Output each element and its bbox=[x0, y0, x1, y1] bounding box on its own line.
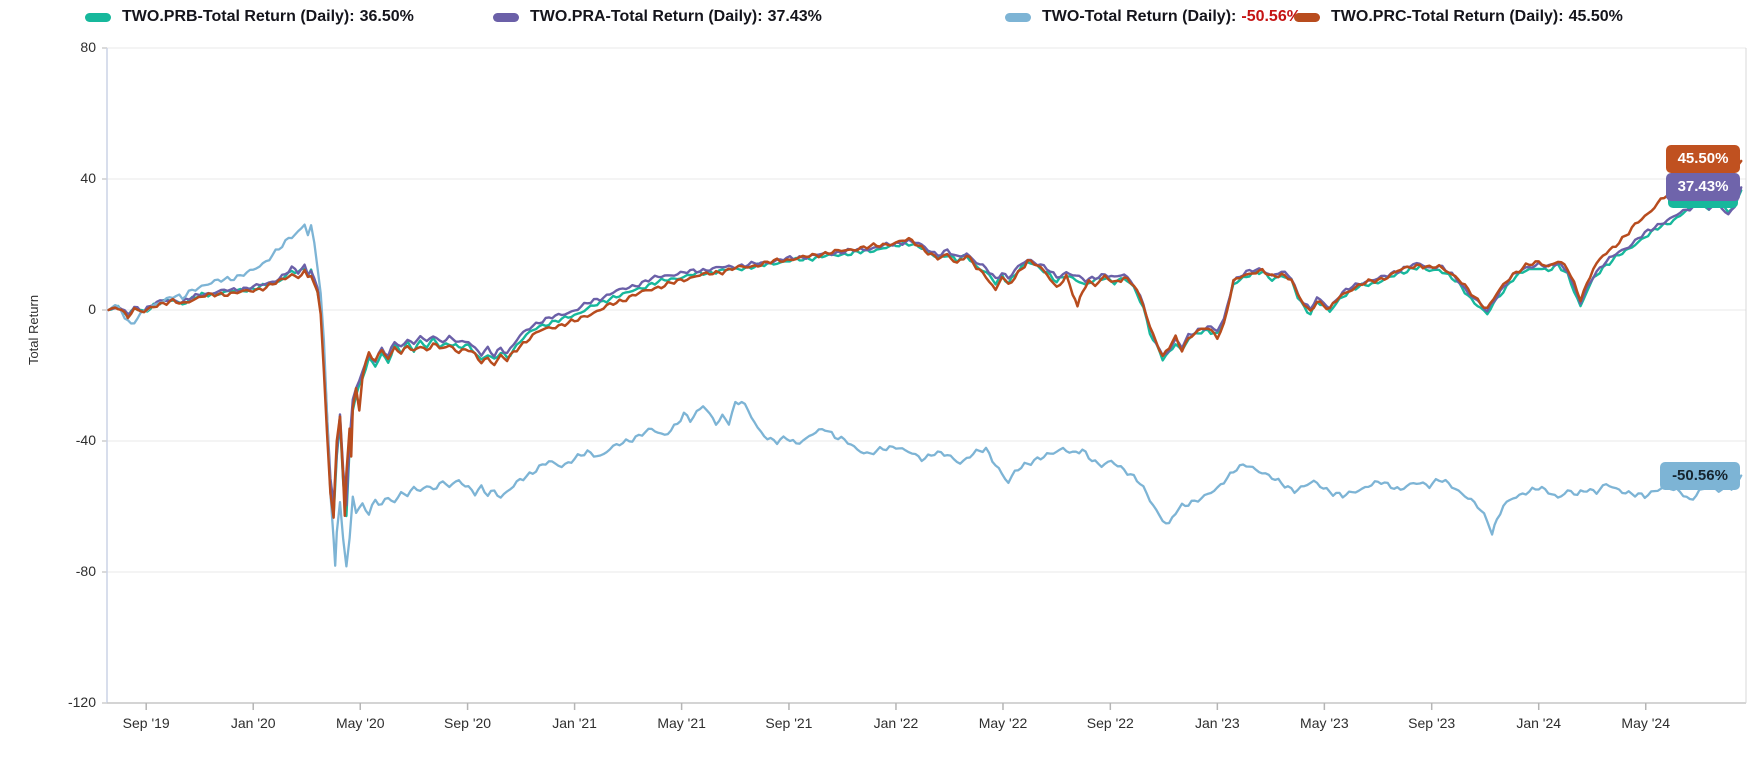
legend-item-two-pra[interactable]: TWO.PRA-Total Return (Daily): 37.43% bbox=[493, 4, 822, 30]
y-tick-label: -120 bbox=[67, 694, 96, 710]
y-tick-label: 0 bbox=[88, 301, 96, 317]
series-line-two-prb[interactable] bbox=[107, 189, 1743, 518]
x-tick-label: Jan '22 bbox=[873, 715, 919, 731]
series-line-two[interactable] bbox=[107, 223, 1743, 568]
x-tick-label: May '24 bbox=[1621, 715, 1671, 731]
x-tick-label: Sep '19 bbox=[122, 715, 170, 731]
legend-label: TWO.PRA-Total Return (Daily): bbox=[530, 8, 763, 25]
legend-item-two[interactable]: TWO-Total Return (Daily): -50.56% bbox=[1005, 4, 1301, 30]
chart-area[interactable]: Total Return 45.50% 36.50% 37.43% -50.56… bbox=[0, 34, 1758, 765]
y-tick-label: 40 bbox=[80, 170, 96, 186]
legend-value: 45.50% bbox=[1568, 8, 1623, 25]
legend-value: 36.50% bbox=[359, 8, 414, 25]
series-color-swatch-icon bbox=[493, 12, 519, 22]
x-tick-label: Sep '20 bbox=[444, 715, 492, 731]
legend-value: -50.56% bbox=[1241, 8, 1301, 25]
y-tick-label: -40 bbox=[75, 432, 96, 448]
legend-value: 37.43% bbox=[767, 8, 822, 25]
x-tick-label: Jan '23 bbox=[1194, 715, 1240, 731]
series-color-swatch-icon bbox=[1294, 12, 1320, 22]
end-value-badge-two-prc: 45.50% bbox=[1666, 144, 1740, 173]
series-line-two-prc[interactable] bbox=[107, 159, 1743, 519]
x-tick-label: Sep '23 bbox=[1408, 715, 1456, 731]
y-tick-label: -80 bbox=[75, 563, 96, 579]
x-tick-label: May '20 bbox=[335, 715, 385, 731]
x-tick-label: May '23 bbox=[1300, 715, 1349, 731]
legend-item-two-prb[interactable]: TWO.PRB-Total Return (Daily): 36.50% bbox=[85, 4, 414, 30]
y-tick-label: 80 bbox=[80, 39, 96, 55]
x-tick-label: Sep '22 bbox=[1086, 715, 1134, 731]
x-tick-label: May '22 bbox=[978, 715, 1028, 731]
legend-label: TWO.PRC-Total Return (Daily): bbox=[1331, 8, 1564, 25]
x-tick-label: Jan '20 bbox=[230, 715, 276, 731]
legend-item-two-prc[interactable]: TWO.PRC-Total Return (Daily): 45.50% bbox=[1294, 4, 1623, 30]
end-value-badge-two: -50.56% bbox=[1660, 461, 1740, 490]
end-value-badge-two-pra: 37.43% bbox=[1666, 173, 1740, 202]
x-tick-label: May '21 bbox=[657, 715, 706, 731]
legend-label: TWO-Total Return (Daily): bbox=[1042, 8, 1237, 25]
x-tick-label: Sep '21 bbox=[765, 715, 813, 731]
series-color-swatch-icon bbox=[85, 12, 111, 22]
x-tick-label: Jan '24 bbox=[1516, 715, 1562, 731]
x-tick-label: Jan '21 bbox=[552, 715, 597, 731]
series-color-swatch-icon bbox=[1005, 12, 1031, 22]
chart-legend: TWO.PRB-Total Return (Daily): 36.50% TWO… bbox=[0, 0, 1758, 34]
plot-canvas[interactable] bbox=[0, 34, 1758, 765]
legend-label: TWO.PRB-Total Return (Daily): bbox=[122, 8, 355, 25]
